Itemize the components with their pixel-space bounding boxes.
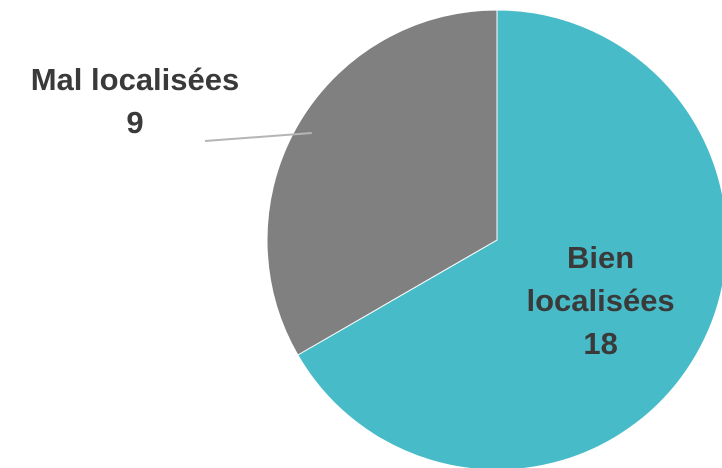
slice-value-mal: 9 — [126, 105, 143, 140]
pie-slice-bien-localisees — [297, 9, 722, 468]
slice-label-bien-line1: Bien — [567, 240, 634, 275]
pie-labels: Bien localisées 18 Mal localisées 9 — [31, 62, 675, 361]
slice-label-bien-line2: localisées — [526, 283, 674, 318]
pie-slices — [266, 9, 722, 468]
slice-label-mal: Mal localisées — [31, 62, 240, 97]
pie-slice-mal-localisees — [266, 9, 498, 356]
slice-leader-line-mal-localisees — [204, 132, 312, 142]
slice-value-bien: 18 — [583, 326, 617, 361]
